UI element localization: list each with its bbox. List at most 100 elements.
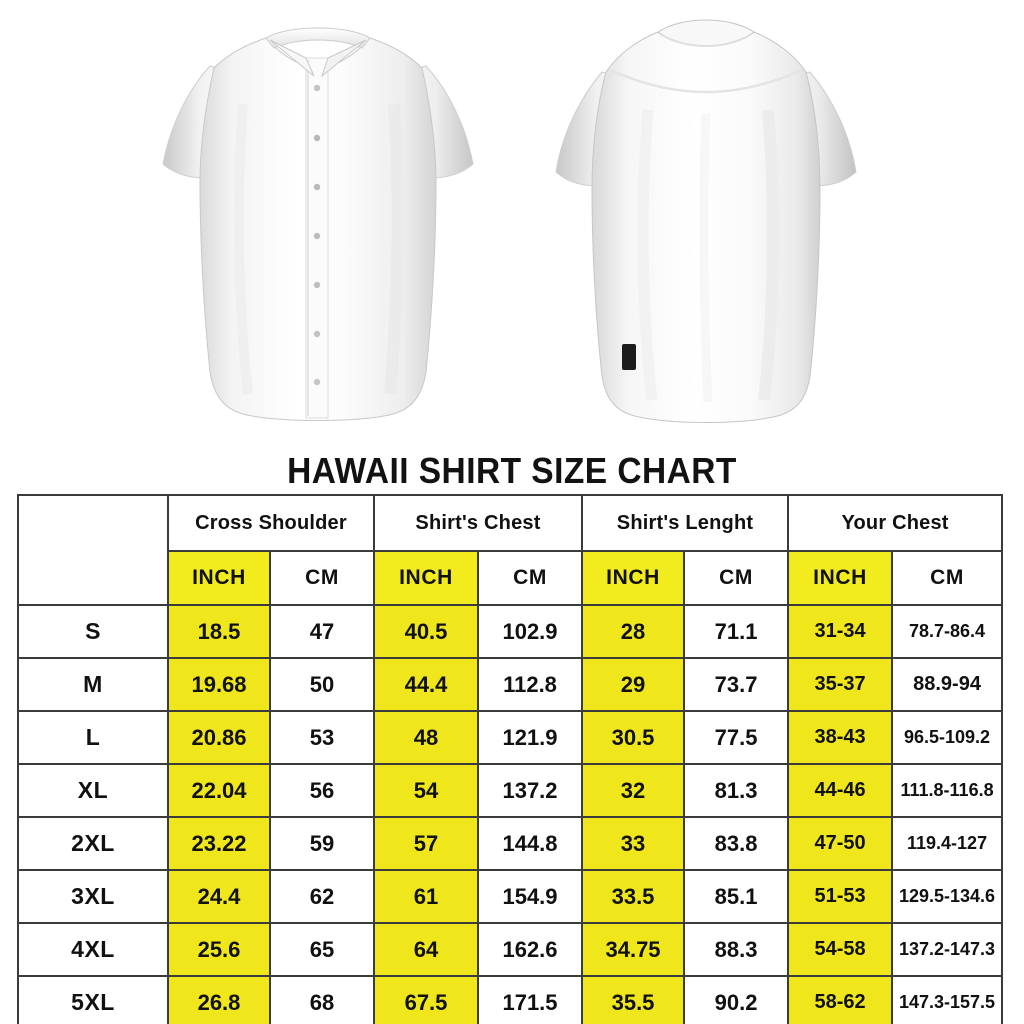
cell-length-inch: 32 [581,763,686,818]
group-header-your-chest: Your Chest [787,494,1004,552]
cell-chest-inch: 67.5 [373,975,479,1024]
cell-chest-inch: 57 [373,816,479,871]
cell-yourchest-inch: 35-37 [787,657,894,712]
group-header-shirts-lenght: Shirt's Lenght [581,494,790,552]
size-chart-table: Cross Shoulder Shirt's Chest Shirt's Len… [17,494,1004,1024]
cell-length-cm: 71.1 [683,604,790,659]
table-group-header-row: Cross Shoulder Shirt's Chest Shirt's Len… [17,494,1004,606]
row-size-label: XL [17,763,169,818]
cell-yourchest-inch: 44-46 [787,763,894,818]
table-body: S 18.5 47 40.5 102.9 28 71.1 31-34 78.7-… [17,604,1004,1024]
cell-shoulder-cm: 56 [269,763,375,818]
cell-chest-cm: 144.8 [476,816,584,871]
row-size-label: 3XL [17,869,169,924]
cell-chest-cm: 154.9 [476,869,584,924]
cell-shoulder-cm: 47 [269,604,375,659]
cell-yourchest-inch: 47-50 [787,816,894,871]
cell-yourchest-inch: 31-34 [787,604,894,659]
cell-length-inch: 35.5 [581,975,686,1024]
cell-length-inch: 30.5 [581,710,686,765]
cell-length-inch: 33 [581,816,686,871]
unit-header-yourchest-inch: INCH [787,550,894,606]
group-header-cross-shoulder: Cross Shoulder [167,494,375,552]
table-row: 2XL 23.22 59 57 144.8 33 83.8 47-50 119.… [17,816,1004,871]
unit-header-chest-inch: INCH [373,550,479,606]
row-size-label: 5XL [17,975,169,1024]
cell-length-cm: 90.2 [683,975,790,1024]
cell-chest-inch: 48 [373,710,479,765]
shirt-illustrations [0,0,1024,444]
cell-yourchest-cm: 129.5-134.6 [891,869,1004,924]
cell-length-cm: 83.8 [683,816,790,871]
cell-yourchest-inch: 38-43 [787,710,894,765]
table-unit-header-row: INCH CM INCH CM INCH CM INCH CM [18,550,1004,606]
cell-chest-cm: 121.9 [476,710,584,765]
cell-chest-inch: 44.4 [373,657,479,712]
cell-shoulder-cm: 65 [269,922,375,977]
cell-shoulder-cm: 68 [269,975,375,1024]
cell-chest-inch: 64 [373,922,479,977]
table-row: XL 22.04 56 54 137.2 32 81.3 44-46 111.8… [17,763,1004,818]
row-size-label: L [17,710,169,765]
table-row: S 18.5 47 40.5 102.9 28 71.1 31-34 78.7-… [17,604,1004,659]
shirt-front-image [148,14,488,434]
cell-length-cm: 88.3 [683,922,790,977]
group-header-shirts-chest: Shirt's Chest [372,494,584,552]
cell-yourchest-cm: 96.5-109.2 [891,710,1004,765]
cell-length-inch: 33.5 [581,869,686,924]
cell-chest-inch: 61 [373,869,479,924]
cell-yourchest-inch: 54-58 [787,922,894,977]
cell-yourchest-cm: 147.3-157.5 [891,975,1004,1024]
cell-chest-cm: 102.9 [476,604,584,659]
table-corner-cell [17,494,169,606]
cell-shoulder-inch: 19.68 [167,657,271,712]
table-row: L 20.86 53 48 121.9 30.5 77.5 38-43 96.5… [17,710,1004,765]
cell-length-inch: 29 [581,657,686,712]
cell-shoulder-cm: 62 [269,869,375,924]
cell-chest-cm: 112.8 [476,657,584,712]
cell-length-inch: 28 [581,604,686,659]
cell-yourchest-inch: 58-62 [787,975,894,1024]
page-title: HAWAII SHIRT SIZE CHART [287,450,737,491]
cell-chest-inch: 54 [373,763,479,818]
cell-yourchest-cm: 78.7-86.4 [891,604,1004,659]
cell-length-cm: 73.7 [683,657,790,712]
cell-length-cm: 81.3 [683,763,790,818]
cell-yourchest-inch: 51-53 [787,869,894,924]
row-size-label: S [17,604,169,659]
row-size-label: 4XL [17,922,169,977]
cell-shoulder-inch: 24.4 [167,869,271,924]
cell-shoulder-cm: 59 [269,816,375,871]
unit-header-length-inch: INCH [581,550,686,606]
cell-chest-cm: 162.6 [476,922,584,977]
unit-header-shoulder-cm: CM [269,550,375,606]
shirt-back-image [536,14,876,434]
cell-shoulder-inch: 20.86 [167,710,271,765]
cell-chest-inch: 40.5 [373,604,479,659]
cell-shoulder-inch: 25.6 [167,922,271,977]
table-row: 5XL 26.8 68 67.5 171.5 35.5 90.2 58-62 1… [17,975,1004,1024]
cell-yourchest-cm: 119.4-127 [891,816,1004,871]
unit-header-shoulder-inch: INCH [167,550,271,606]
table-row: 4XL 25.6 65 64 162.6 34.75 88.3 54-58 13… [17,922,1004,977]
row-size-label: M [17,657,169,712]
cell-length-cm: 77.5 [683,710,790,765]
cell-shoulder-cm: 50 [269,657,375,712]
cell-yourchest-cm: 111.8-116.8 [891,763,1004,818]
cell-chest-cm: 171.5 [476,975,584,1024]
unit-header-yourchest-cm: CM [891,550,1004,606]
table-row: 3XL 24.4 62 61 154.9 33.5 85.1 51-53 129… [17,869,1004,924]
cell-length-cm: 85.1 [683,869,790,924]
cell-shoulder-inch: 26.8 [167,975,271,1024]
cell-length-inch: 34.75 [581,922,686,977]
cell-shoulder-inch: 23.22 [167,816,271,871]
cell-yourchest-cm: 88.9-94 [891,657,1004,712]
table-row: M 19.68 50 44.4 112.8 29 73.7 35-37 88.9… [17,657,1004,712]
cell-shoulder-inch: 22.04 [167,763,271,818]
cell-shoulder-cm: 53 [269,710,375,765]
cell-shoulder-inch: 18.5 [167,604,271,659]
cell-yourchest-cm: 137.2-147.3 [891,922,1004,977]
unit-header-chest-cm: CM [476,550,584,606]
row-size-label: 2XL [17,816,169,871]
